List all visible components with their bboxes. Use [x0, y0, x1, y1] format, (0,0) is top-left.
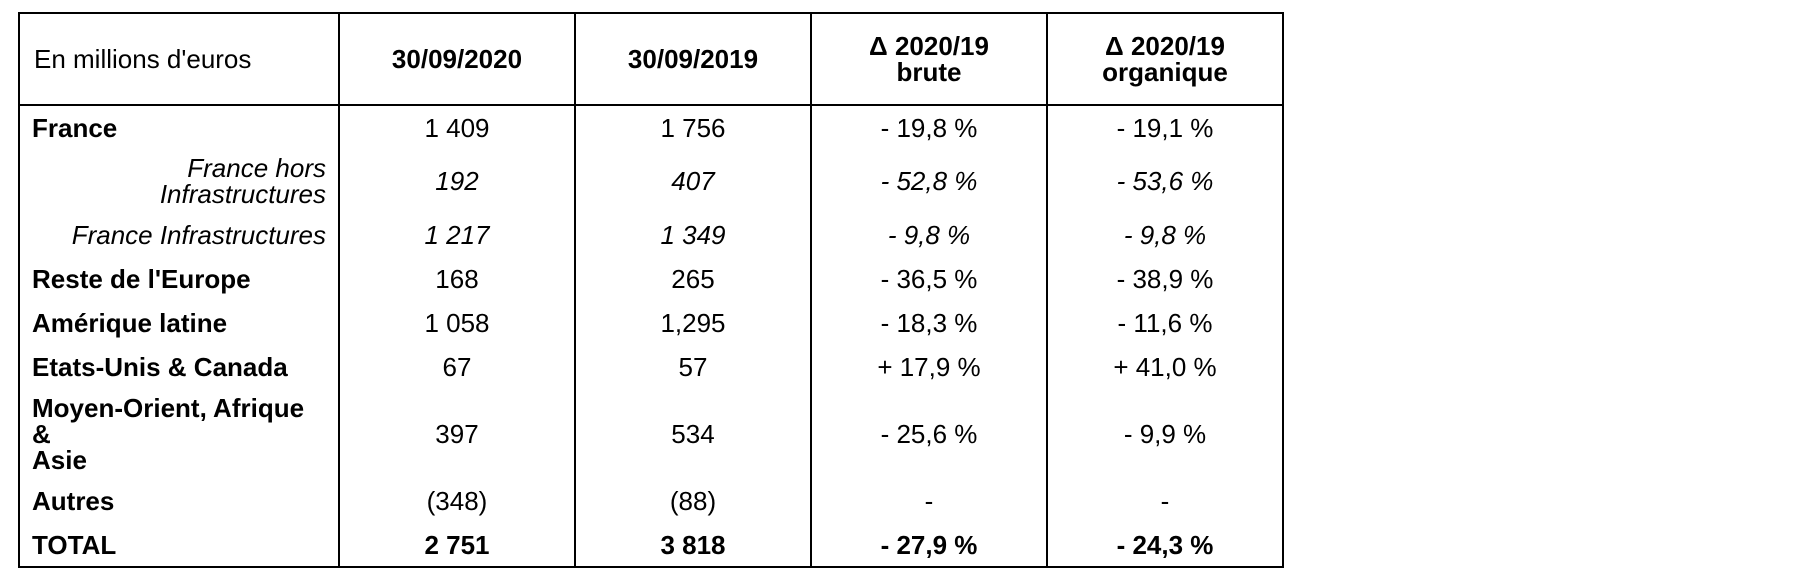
cell-delta-brute: - 18,3 %	[811, 301, 1047, 345]
cell-delta-brute: - 19,8 %	[811, 105, 1047, 149]
cell-delta-org: + 41,0 %	[1047, 345, 1283, 389]
cell-delta-brute: - 27,9 %	[811, 523, 1047, 567]
row-france: France 1 409 1 756 - 19,8 % - 19,1 %	[19, 105, 1283, 149]
cell-delta-org: - 53,6 %	[1047, 149, 1283, 213]
cell-2020: (348)	[339, 479, 575, 523]
cell-delta-org: -	[1047, 479, 1283, 523]
cell-delta-brute: + 17,9 %	[811, 345, 1047, 389]
cell-2019: 265	[575, 257, 811, 301]
cell-label: France	[19, 105, 339, 149]
cell-label: Amérique latine	[19, 301, 339, 345]
header-label: En millions d'euros	[19, 13, 339, 105]
row-amerique-latine: Amérique latine 1 058 1,295 - 18,3 % - 1…	[19, 301, 1283, 345]
cell-delta-brute: - 9,8 %	[811, 213, 1047, 257]
cell-2019: 57	[575, 345, 811, 389]
cell-label: Autres	[19, 479, 339, 523]
cell-2020: 1 409	[339, 105, 575, 149]
cell-2019: 407	[575, 149, 811, 213]
cell-2019: 1 349	[575, 213, 811, 257]
row-france-infra: France Infrastructures 1 217 1 349 - 9,8…	[19, 213, 1283, 257]
cell-2019: 1 756	[575, 105, 811, 149]
cell-delta-brute: - 52,8 %	[811, 149, 1047, 213]
cell-2020: 67	[339, 345, 575, 389]
cell-2019: 1,295	[575, 301, 811, 345]
cell-delta-org: - 11,6 %	[1047, 301, 1283, 345]
cell-2020: 2 751	[339, 523, 575, 567]
cell-delta-org: - 19,1 %	[1047, 105, 1283, 149]
cell-delta-org: - 9,9 %	[1047, 389, 1283, 479]
cell-delta-org: - 24,3 %	[1047, 523, 1283, 567]
cell-2019: 3 818	[575, 523, 811, 567]
cell-label: Reste de l'Europe	[19, 257, 339, 301]
header-2020: 30/09/2020	[339, 13, 575, 105]
cell-label-line2: Asie	[32, 445, 87, 475]
cell-label: TOTAL	[19, 523, 339, 567]
cell-2019: (88)	[575, 479, 811, 523]
cell-delta-brute: - 25,6 %	[811, 389, 1047, 479]
cell-2020: 1 058	[339, 301, 575, 345]
cell-label: Etats-Unis & Canada	[19, 345, 339, 389]
header-delta-org-line2: organique	[1102, 57, 1228, 87]
page: En millions d'euros 30/09/2020 30/09/201…	[0, 0, 1800, 580]
header-2019: 30/09/2019	[575, 13, 811, 105]
row-autres: Autres (348) (88) - -	[19, 479, 1283, 523]
header-row: En millions d'euros 30/09/2020 30/09/201…	[19, 13, 1283, 105]
header-delta-brute: Δ 2020/19 brute	[811, 13, 1047, 105]
cell-delta-brute: -	[811, 479, 1047, 523]
row-reste-europe: Reste de l'Europe 168 265 - 36,5 % - 38,…	[19, 257, 1283, 301]
row-moyen-orient-afrique-asie: Moyen-Orient, Afrique & Asie 397 534 - 2…	[19, 389, 1283, 479]
cell-2019: 534	[575, 389, 811, 479]
cell-delta-org: - 38,9 %	[1047, 257, 1283, 301]
cell-label-line1: Moyen-Orient, Afrique &	[32, 393, 304, 449]
cell-delta-org: - 9,8 %	[1047, 213, 1283, 257]
cell-label: France hors Infrastructures	[19, 149, 339, 213]
financial-table: En millions d'euros 30/09/2020 30/09/201…	[18, 12, 1284, 568]
cell-label: France Infrastructures	[19, 213, 339, 257]
cell-delta-brute: - 36,5 %	[811, 257, 1047, 301]
row-france-hors-infra: France hors Infrastructures 192 407 - 52…	[19, 149, 1283, 213]
header-delta-organique: Δ 2020/19 organique	[1047, 13, 1283, 105]
cell-label: Moyen-Orient, Afrique & Asie	[19, 389, 339, 479]
cell-2020: 1 217	[339, 213, 575, 257]
header-delta-brute-line2: brute	[897, 57, 962, 87]
row-total: TOTAL 2 751 3 818 - 27,9 % - 24,3 %	[19, 523, 1283, 567]
cell-2020: 192	[339, 149, 575, 213]
row-etats-unis-canada: Etats-Unis & Canada 67 57 + 17,9 % + 41,…	[19, 345, 1283, 389]
cell-2020: 168	[339, 257, 575, 301]
cell-2020: 397	[339, 389, 575, 479]
